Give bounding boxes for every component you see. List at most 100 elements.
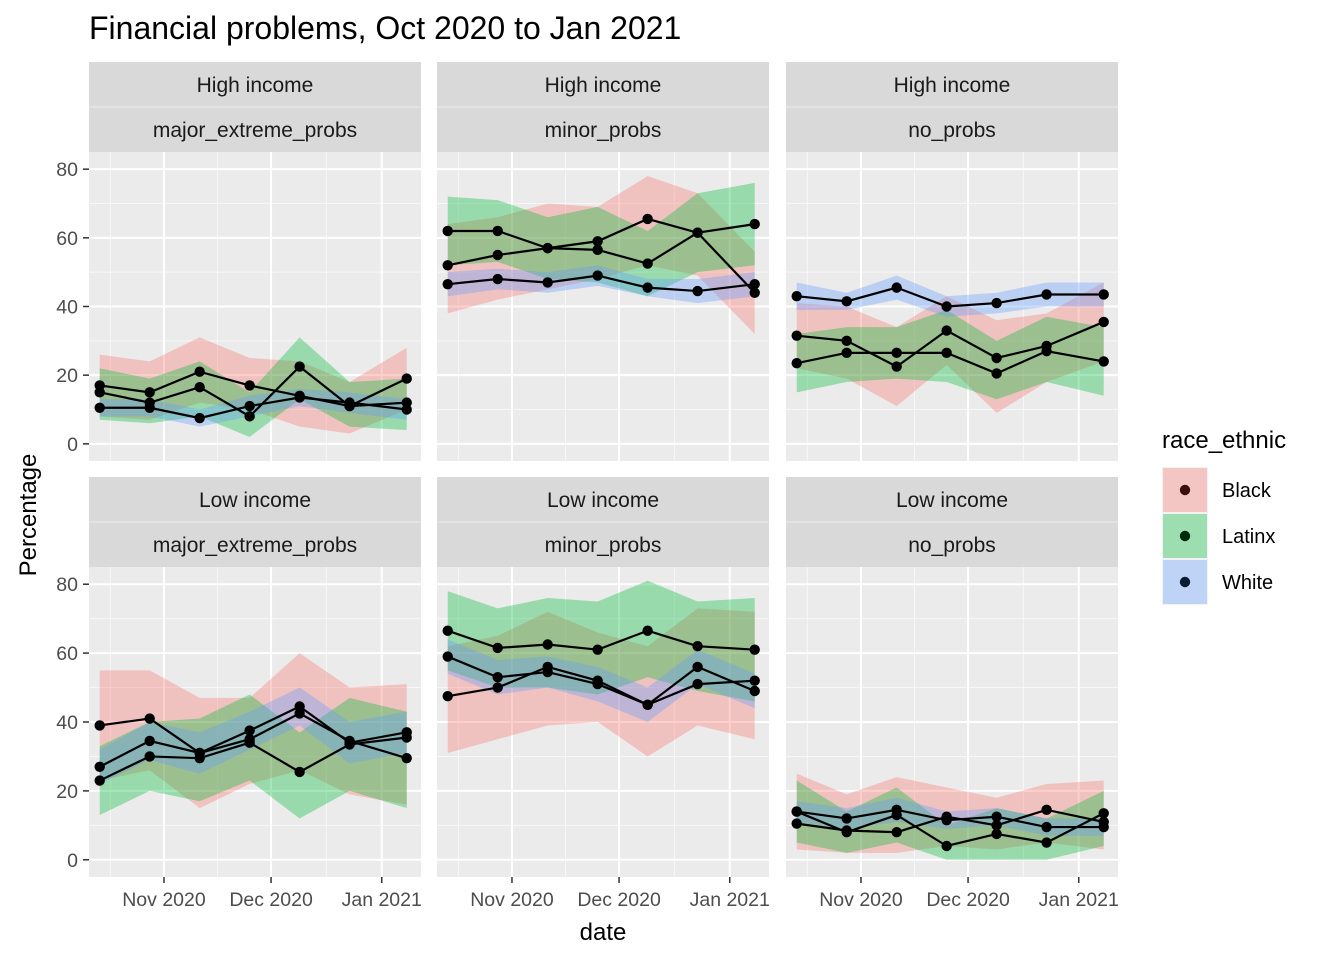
data-point-black xyxy=(941,325,952,336)
facet-strip-label: no_probs xyxy=(908,119,996,142)
x-axis-title: date xyxy=(580,919,627,946)
legend-item-latinx: Latinx xyxy=(1162,513,1275,559)
data-point-white xyxy=(492,273,503,285)
data-point-black xyxy=(442,260,453,271)
data-point-black xyxy=(841,335,852,347)
data-point-black xyxy=(492,249,503,261)
facet-strip-label: High income xyxy=(545,74,662,97)
y-axis-title: Percentage xyxy=(15,454,42,577)
data-point-white xyxy=(244,400,255,412)
data-point-latinx xyxy=(941,347,952,359)
data-point-white xyxy=(542,277,553,288)
facet-panel: High income minor_probs xyxy=(437,62,769,461)
data-point-white xyxy=(791,806,802,817)
data-point-black xyxy=(94,720,105,731)
data-point-latinx xyxy=(791,357,802,369)
data-point-latinx xyxy=(991,368,1002,379)
data-point-black xyxy=(592,236,603,247)
data-point-black xyxy=(144,387,155,398)
facet-panel: Low income major_extreme_probs 0 20 40 60 80 No… xyxy=(56,477,422,911)
data-point-latinx xyxy=(891,347,902,359)
y-tick-label: 60 xyxy=(56,228,78,250)
data-point-black xyxy=(791,330,802,341)
data-point-white xyxy=(244,725,255,736)
data-point-latinx xyxy=(1098,808,1109,819)
data-point-white xyxy=(642,282,653,293)
data-point-white xyxy=(692,661,703,673)
data-point-latinx xyxy=(941,840,952,852)
data-point-white xyxy=(94,402,105,413)
facet-panel: Low income minor_probs Nov 2020 Dec 2020 Jan… xyxy=(437,477,770,911)
data-point-white xyxy=(492,672,503,683)
data-point-white xyxy=(194,747,205,759)
x-tick-label: Dec 2020 xyxy=(577,889,661,911)
y-tick-label: 40 xyxy=(56,712,78,734)
data-point-white xyxy=(344,737,355,748)
y-tick-label: 20 xyxy=(56,365,78,387)
facet-strip-label: High income xyxy=(894,74,1011,97)
y-tick-label: 40 xyxy=(56,297,78,319)
data-point-black xyxy=(1041,804,1052,816)
data-point-latinx xyxy=(592,644,603,655)
data-point-latinx xyxy=(442,225,453,237)
data-point-white xyxy=(642,699,653,710)
data-point-white xyxy=(442,278,453,290)
data-point-latinx xyxy=(144,751,155,762)
data-point-white xyxy=(1098,821,1109,833)
data-point-black xyxy=(791,818,802,829)
data-point-black xyxy=(401,373,412,384)
data-point-latinx xyxy=(94,775,105,786)
data-point-black xyxy=(749,287,760,298)
data-point-latinx xyxy=(841,827,852,838)
legend-item-white: White xyxy=(1162,559,1273,605)
data-point-black xyxy=(991,820,1002,831)
data-point-latinx xyxy=(542,639,553,650)
data-point-white xyxy=(1041,821,1052,833)
data-point-white xyxy=(1098,289,1109,300)
ci-band-latinx xyxy=(99,694,407,819)
legend-key-point xyxy=(1179,576,1191,588)
data-point-white xyxy=(749,685,760,697)
y-tick-label: 60 xyxy=(56,643,78,665)
data-point-latinx xyxy=(294,361,305,372)
data-point-black xyxy=(749,675,760,686)
data-point-latinx xyxy=(1041,837,1052,848)
data-point-white xyxy=(194,412,205,424)
legend-label: Black xyxy=(1222,480,1272,502)
facet-strip-label: major_extreme_probs xyxy=(153,119,357,142)
data-point-latinx xyxy=(841,347,852,359)
data-point-black xyxy=(1098,316,1109,328)
data-point-latinx xyxy=(749,644,760,655)
legend: race_ethnic Black Latinx White xyxy=(1162,427,1286,605)
data-point-black xyxy=(991,352,1002,364)
data-point-latinx xyxy=(94,387,105,398)
data-point-latinx xyxy=(492,642,503,654)
facet-panel: High income major_extreme_probs 0 20 40 60 80 xyxy=(56,62,421,461)
data-point-white xyxy=(592,270,603,281)
data-point-latinx xyxy=(442,625,453,636)
data-point-black xyxy=(194,366,205,377)
ci-band-latinx xyxy=(99,337,407,437)
x-tick-label: Dec 2020 xyxy=(926,889,1010,911)
data-point-white xyxy=(692,285,703,297)
data-point-white xyxy=(891,282,902,293)
facet-panel: Low income no_probs Nov 2020 Dec 2020 Jan 20… xyxy=(786,477,1119,911)
data-point-latinx xyxy=(1041,345,1052,357)
data-point-white xyxy=(991,297,1002,309)
y-tick-label: 0 xyxy=(67,850,78,872)
facet-strip-label: minor_probs xyxy=(545,119,662,142)
y-tick-label: 80 xyxy=(56,574,78,596)
ci-band-black xyxy=(447,176,755,334)
data-point-latinx xyxy=(692,227,703,238)
facet-panel: High income no_probs xyxy=(786,62,1118,461)
y-tick-label: 0 xyxy=(67,434,78,456)
facet-strip-label: Low income xyxy=(199,489,311,512)
x-tick-label: Jan 2021 xyxy=(342,889,422,911)
data-point-latinx xyxy=(492,225,503,237)
ci-band-white xyxy=(447,265,755,304)
data-point-latinx xyxy=(244,737,255,748)
data-point-white xyxy=(1041,289,1052,300)
facet-strip-label: minor_probs xyxy=(545,534,662,557)
legend-key-point xyxy=(1179,530,1191,542)
data-point-white xyxy=(941,301,952,312)
